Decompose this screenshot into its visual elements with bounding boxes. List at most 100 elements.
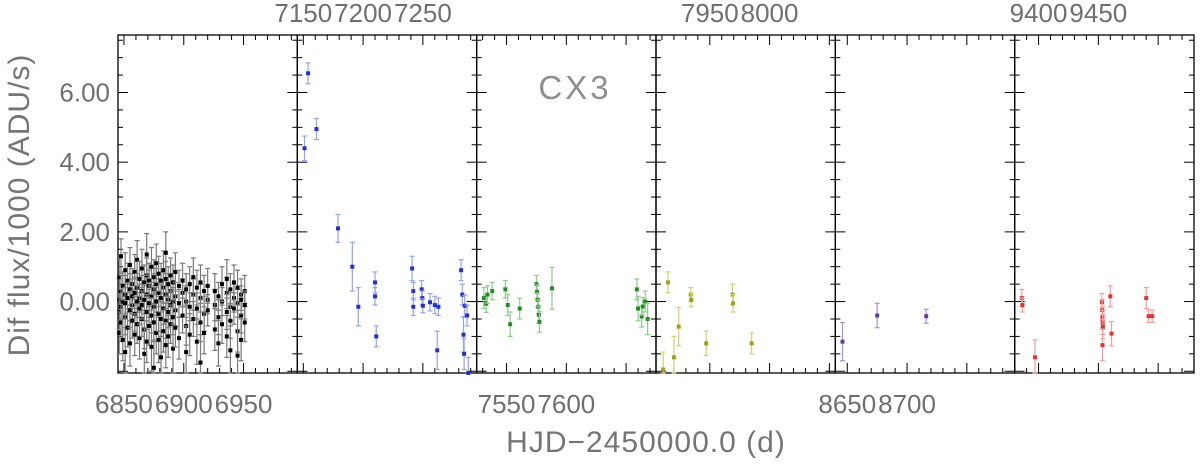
data-point — [1109, 320, 1115, 347]
data-point — [1143, 287, 1149, 310]
data-point — [148, 321, 154, 372]
data-point — [144, 320, 150, 364]
data-point — [1149, 309, 1155, 324]
data-point — [190, 300, 196, 338]
x-tick-label: 6850 — [95, 389, 153, 419]
panel-frame — [476, 34, 657, 374]
data-point — [139, 248, 145, 289]
data-point — [139, 290, 145, 320]
data-point — [410, 297, 416, 317]
data-point — [205, 267, 211, 304]
x-axis-title: HJD−2450000.0 (d) — [506, 426, 786, 459]
axis-ticks — [118, 35, 298, 373]
panel-frame — [834, 34, 1016, 374]
data-point — [1107, 285, 1113, 308]
data-point — [227, 325, 233, 374]
panel-frame — [1014, 34, 1195, 374]
y-tick-label: 6.00 — [59, 77, 110, 107]
data-point — [1019, 297, 1025, 313]
data-point — [517, 297, 523, 320]
data-point — [481, 287, 487, 310]
x-tick-label: 6950 — [215, 389, 273, 419]
data-point — [462, 294, 468, 317]
data-point — [465, 356, 471, 375]
series-red — [1019, 285, 1155, 374]
data-point — [642, 290, 648, 313]
data-point — [484, 285, 490, 304]
data-point — [409, 255, 415, 282]
data-point — [749, 332, 755, 355]
data-point — [730, 293, 736, 313]
data-point — [144, 233, 150, 277]
data-point — [665, 271, 671, 294]
data-point — [349, 241, 355, 292]
x-tick-label: 7150 — [274, 0, 332, 28]
data-point — [231, 264, 237, 301]
x-tick-label: 8650 — [818, 389, 876, 419]
data-point — [151, 259, 157, 296]
data-point — [434, 330, 440, 371]
series-purple — [840, 302, 929, 362]
data-point — [458, 259, 464, 282]
data-point — [219, 304, 225, 344]
data-point — [242, 290, 248, 320]
data-point — [635, 295, 641, 322]
panel-p1: 6850 6900 6950 0.00 2.00 4.00 6.00 — [59, 34, 298, 419]
panel-p5: 8650 8700 — [818, 34, 1016, 419]
data-point — [420, 298, 426, 314]
data-point — [212, 307, 218, 351]
x-tick-label: 9450 — [1069, 0, 1127, 28]
data-point — [156, 255, 162, 292]
data-point — [197, 264, 203, 301]
axis-ticks — [834, 35, 1016, 373]
data-point — [502, 280, 508, 299]
data-point — [190, 257, 196, 297]
data-point — [224, 314, 230, 358]
data-point — [180, 262, 186, 299]
data-point — [141, 327, 147, 374]
source-label: CX3 — [538, 69, 612, 106]
data-point — [187, 313, 193, 357]
data-point — [459, 283, 465, 306]
data-point — [235, 328, 241, 374]
data-point — [122, 287, 128, 320]
axis-ticks — [656, 35, 836, 373]
x-tick-label: 7250 — [394, 0, 452, 28]
x-tick-label: 7550 — [478, 389, 536, 419]
data-point — [432, 295, 438, 315]
data-point — [461, 337, 467, 371]
data-point — [183, 273, 189, 306]
data-point — [373, 325, 379, 348]
data-point — [840, 321, 846, 362]
panel-p3: 7550 7600 — [476, 34, 657, 419]
x-tick-label: 7600 — [537, 389, 595, 419]
data-point — [219, 266, 225, 303]
data-point — [671, 335, 677, 374]
series-blue — [302, 62, 471, 375]
data-point — [172, 252, 178, 292]
data-point — [151, 302, 157, 343]
axis-ticks — [1014, 35, 1195, 373]
data-point — [160, 309, 166, 353]
data-point — [1032, 339, 1038, 374]
data-point — [427, 292, 433, 312]
panel-frame — [655, 34, 836, 374]
panel-frame — [296, 34, 478, 374]
series-black — [116, 231, 248, 374]
data-point — [435, 297, 441, 317]
data-point — [335, 213, 341, 243]
data-point — [549, 266, 555, 310]
data-point — [151, 339, 157, 374]
data-point — [372, 287, 378, 306]
data-point — [410, 281, 416, 301]
data-point — [676, 306, 682, 347]
axis-ticks — [476, 35, 656, 373]
panel-p4: 7950 8000 — [655, 0, 836, 374]
y-tick-label: 0.00 — [59, 287, 110, 317]
series-olive — [660, 271, 755, 374]
data-point — [224, 259, 230, 299]
data-point — [183, 325, 189, 374]
data-point — [313, 118, 319, 141]
x-tick-label: 7950 — [681, 0, 739, 28]
